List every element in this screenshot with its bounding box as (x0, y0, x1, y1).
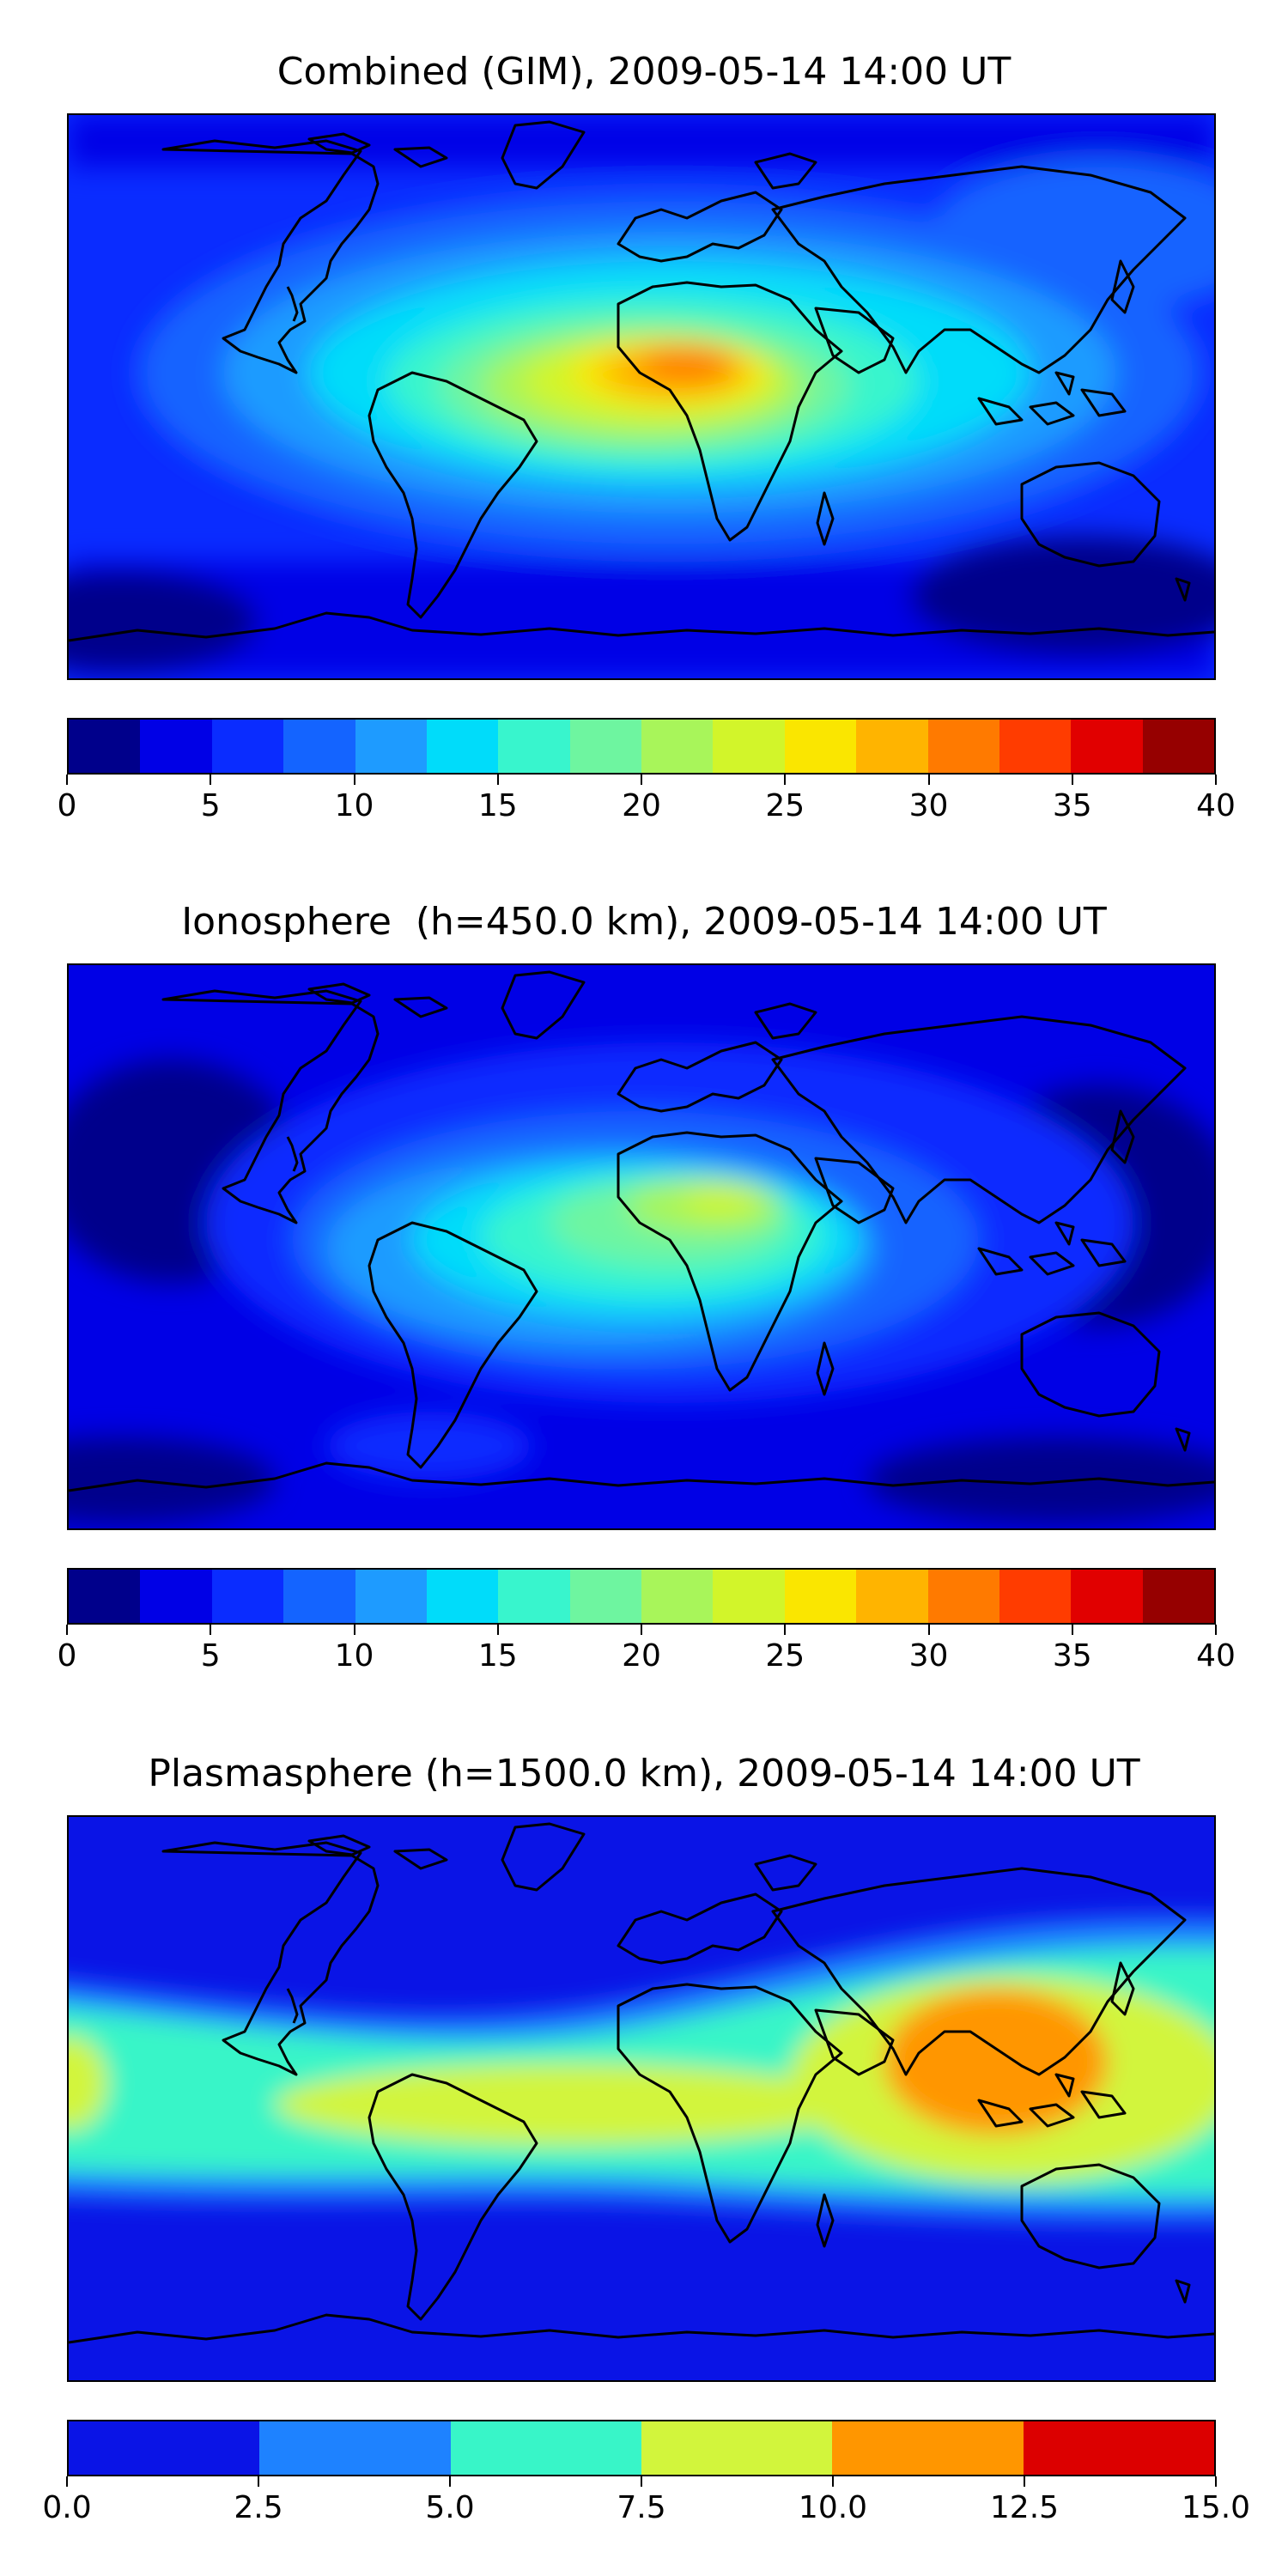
colorbar-tick-label: 15 (477, 788, 518, 823)
colorbar-level (211, 720, 284, 773)
colorbar-tick-label: 20 (622, 1638, 661, 1674)
colorbar-tick-label: 15 (477, 1638, 518, 1674)
colorbar-level (426, 720, 499, 773)
colorbar-tick-label: 25 (765, 1638, 805, 1674)
colorbar-tick-label: 30 (908, 788, 949, 823)
colorbar-level (355, 1570, 427, 1623)
panel-1-colorbar-ticks: 0 5 10 15 20 25 30 35 40 (58, 775, 1236, 826)
panel-2-colorbar (67, 1568, 1216, 1625)
colorbar-level (927, 1570, 999, 1623)
colorbar-level (784, 720, 857, 773)
colorbar-level (832, 2421, 1024, 2475)
panel-1-contour-field (69, 115, 1214, 678)
colorbar-level (1142, 720, 1214, 773)
colorbar-level (641, 1570, 714, 1623)
colorbar-level (426, 1570, 499, 1623)
colorbar-tick-label: 10 (334, 788, 374, 823)
colorbar-level (927, 720, 999, 773)
colorbar-level (283, 720, 355, 773)
colorbar-tick-label: 0 (57, 788, 77, 823)
colorbar-tick-label: 15.0 (1181, 2490, 1251, 2525)
colorbar-tick-label: 20 (622, 788, 661, 823)
colorbar-tick-label: 12.5 (989, 2490, 1060, 2525)
colorbar-tick-label: 30 (908, 1638, 949, 1674)
colorbar-tick-label: 40 (1196, 1638, 1236, 1674)
colorbar-level (498, 1570, 570, 1623)
colorbar-level (498, 720, 570, 773)
colorbar-level (641, 720, 714, 773)
colorbar-level (69, 720, 141, 773)
colorbar-level (569, 1570, 641, 1623)
colorbar-level (1071, 1570, 1143, 1623)
colorbar-tick-label: 0 (57, 1638, 77, 1674)
colorbar-tick-label: 40 (1196, 788, 1236, 823)
colorbar-tick-label: 5 (200, 788, 221, 823)
panel-1-colorbar (67, 718, 1216, 775)
panel-1-title: Combined (GIM), 2009-05-14 14:00 UT (276, 50, 1012, 94)
colorbar-tick-label: 7.5 (617, 2490, 666, 2525)
colorbar-level (69, 1570, 141, 1623)
colorbar-level (784, 1570, 857, 1623)
colorbar-level (69, 2421, 260, 2475)
colorbar-level (713, 1570, 785, 1623)
colorbar-level (355, 720, 427, 773)
panel-2-title: Ionosphere (h=450.0 km), 2009-05-14 14:0… (181, 900, 1107, 944)
colorbar-level (259, 2421, 451, 2475)
colorbar-level (641, 2421, 833, 2475)
colorbar-level (569, 720, 641, 773)
panel-3-colorbar (67, 2420, 1216, 2476)
panel-1-map (67, 113, 1216, 680)
colorbar-level (856, 720, 928, 773)
colorbar-tick-label: 2.5 (234, 2490, 283, 2525)
colorbar-tick-label: 25 (765, 788, 805, 823)
colorbar-tick-label: 5.0 (425, 2490, 475, 2525)
panel-3-colorbar-ticks: 0.0 2.5 5.0 7.5 10.0 12.5 15.0 (42, 2476, 1250, 2528)
colorbar-tick-label: 5 (200, 1638, 221, 1674)
colorbar-level (1071, 720, 1143, 773)
colorbar-level (450, 2421, 641, 2475)
panel-3-title: Plasmasphere (h=1500.0 km), 2009-05-14 1… (148, 1752, 1140, 1795)
colorbar-level (1142, 1570, 1214, 1623)
colorbar-level (140, 720, 212, 773)
colorbar-level (211, 1570, 284, 1623)
panel-3-map (67, 1815, 1216, 2382)
panel-2-colorbar-ticks: 0 5 10 15 20 25 30 35 40 (58, 1625, 1236, 1676)
colorbar-tick-label: 35 (1052, 788, 1092, 823)
panel-2-map (67, 963, 1216, 1530)
colorbar-tick-label: 0.0 (42, 2490, 92, 2525)
colorbar-tick-label: 35 (1052, 1638, 1092, 1674)
colorbar-level (856, 1570, 928, 1623)
colorbar-tick-label: 10.0 (798, 2490, 868, 2525)
panel-3-contour-field (69, 1817, 1214, 2380)
panel-2-contour-field (69, 965, 1214, 1528)
colorbar-level (283, 1570, 355, 1623)
colorbar-level (140, 1570, 212, 1623)
colorbar-level (999, 1570, 1072, 1623)
colorbar-level (1023, 2421, 1214, 2475)
colorbar-tick-label: 10 (334, 1638, 374, 1674)
colorbar-level (999, 720, 1072, 773)
colorbar-level (713, 720, 785, 773)
